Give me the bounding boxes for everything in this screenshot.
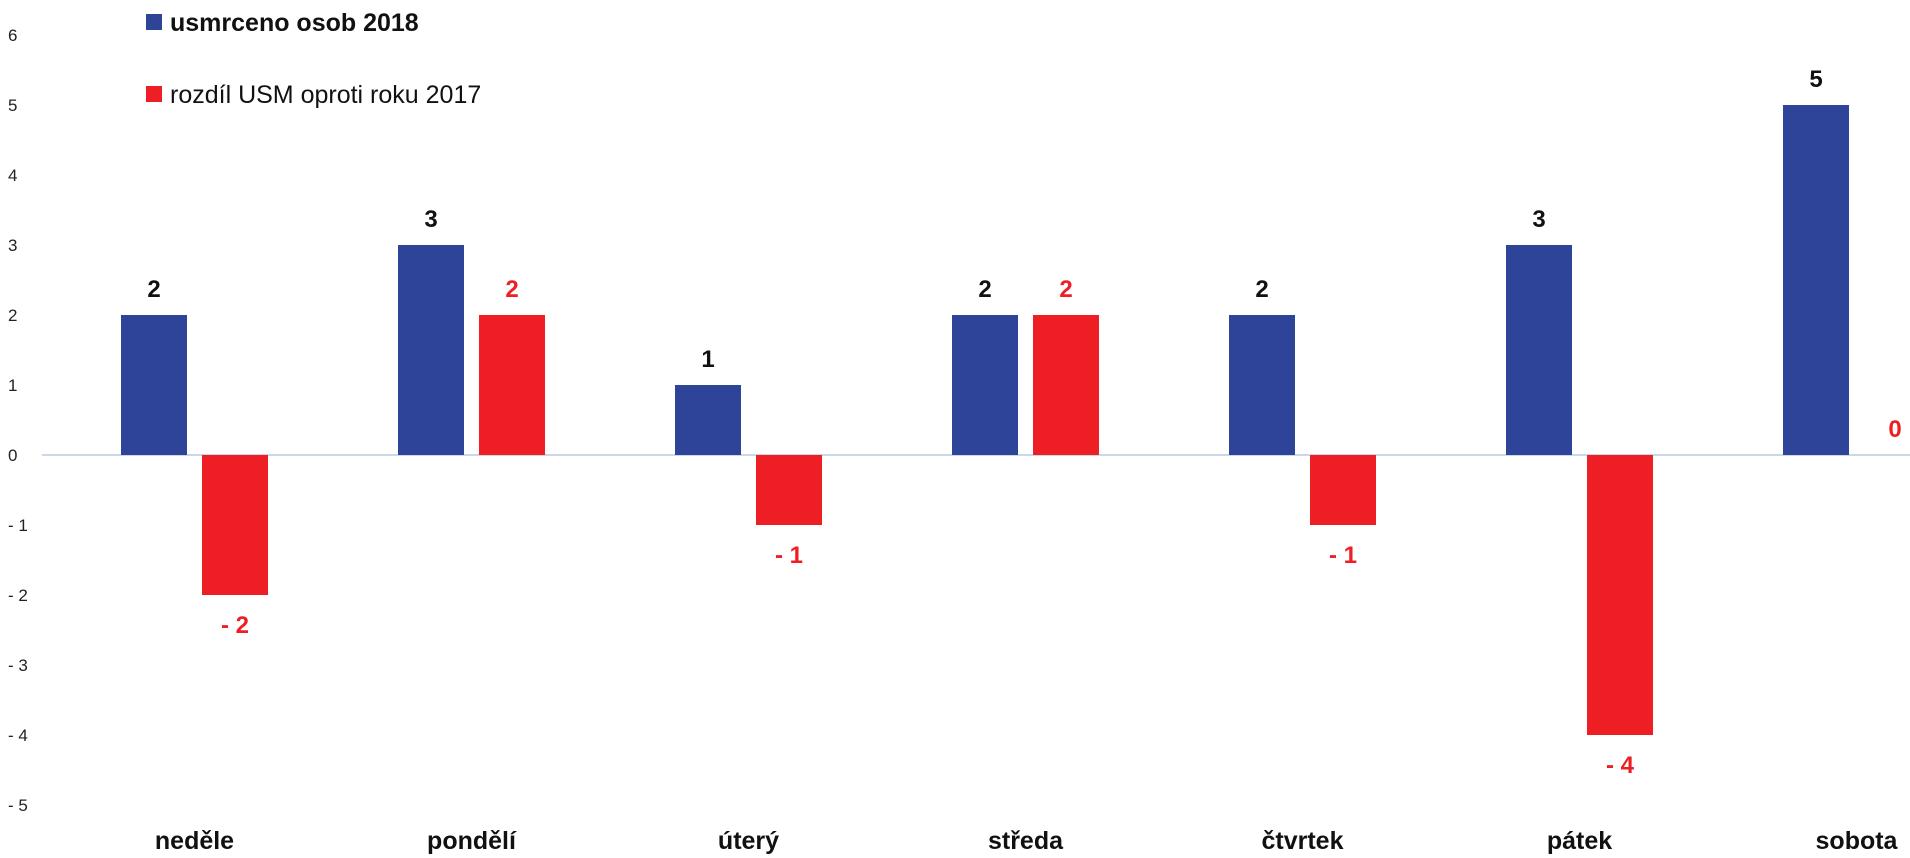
bar-usmrceno-5: [1506, 245, 1572, 455]
y-tick-label: 0: [8, 446, 17, 465]
legend-swatch-rozdil: [146, 86, 162, 102]
bar-rozdil-0: [202, 455, 268, 595]
bar-usmrceno-1: [398, 245, 464, 455]
y-tick-label: 3: [8, 236, 17, 255]
legend: usmrceno osob 2018 rozdíl USM oproti rok…: [146, 9, 481, 109]
bar-rozdil-2: [756, 455, 822, 525]
data-label-rozdil-6: 0: [1888, 416, 1901, 443]
data-label-usmrceno-2: 1: [701, 346, 714, 373]
category-label: neděle: [155, 827, 234, 855]
y-tick-label: 5: [8, 96, 17, 115]
legend-swatch-usmrceno: [146, 14, 162, 30]
data-label-usmrceno-3: 2: [978, 276, 991, 303]
bar-usmrceno-2: [675, 385, 741, 455]
bar-rozdil-1: [479, 315, 545, 455]
y-tick-label: 4: [8, 166, 17, 185]
data-label-usmrceno-6: 5: [1809, 66, 1822, 93]
legend-label-rozdil: rozdíl USM oproti roku 2017: [170, 81, 481, 109]
bar-rozdil-4: [1310, 455, 1376, 525]
y-tick-label: 2: [8, 306, 17, 325]
category-label: pátek: [1547, 827, 1612, 855]
data-label-usmrceno-1: 3: [424, 206, 437, 233]
data-label-usmrceno-5: 3: [1532, 206, 1545, 233]
legend-label-usmrceno: usmrceno osob 2018: [170, 9, 419, 37]
category-label: úterý: [718, 827, 779, 855]
y-tick-label: - 2: [8, 586, 28, 605]
data-label-rozdil-1: 2: [505, 276, 518, 303]
y-axis: 6 5 4 3 2 1 0 - 1 - 2 - 3 - 4 - 5: [8, 26, 28, 815]
y-tick-label: 1: [8, 376, 17, 395]
bar-rozdil-5: [1587, 455, 1653, 735]
data-label-usmrceno-4: 2: [1255, 276, 1268, 303]
category-label: pondělí: [427, 827, 517, 855]
data-label-rozdil-3: 2: [1059, 276, 1072, 303]
y-tick-label: - 3: [8, 656, 28, 675]
bar-usmrceno-3: [952, 315, 1018, 455]
y-tick-label: - 4: [8, 726, 28, 745]
bar-usmrceno-4: [1229, 315, 1295, 455]
data-label-rozdil-5: - 4: [1606, 752, 1635, 779]
y-tick-label: 6: [8, 26, 17, 45]
bar-usmrceno-0: [121, 315, 187, 455]
y-tick-label: - 5: [8, 796, 28, 815]
x-axis: neděle pondělí úterý středa čtvrtek pátek sobo…: [155, 827, 1899, 855]
category-label: čtvrtek: [1262, 827, 1344, 855]
data-label-rozdil-4: - 1: [1329, 542, 1357, 569]
bars: [121, 105, 1849, 735]
data-labels: 2 - 2 3 2 1 - 1 2 2 2 - 1 3 - 4 5 0: [147, 66, 1901, 779]
category-label: středa: [988, 827, 1064, 855]
data-label-usmrceno-0: 2: [147, 276, 160, 303]
y-tick-label: - 1: [8, 516, 28, 535]
bar-usmrceno-6: [1783, 105, 1849, 455]
data-label-rozdil-0: - 2: [221, 612, 249, 639]
category-label: sobota: [1816, 827, 1899, 855]
data-label-rozdil-2: - 1: [775, 542, 803, 569]
bar-rozdil-3: [1033, 315, 1099, 455]
